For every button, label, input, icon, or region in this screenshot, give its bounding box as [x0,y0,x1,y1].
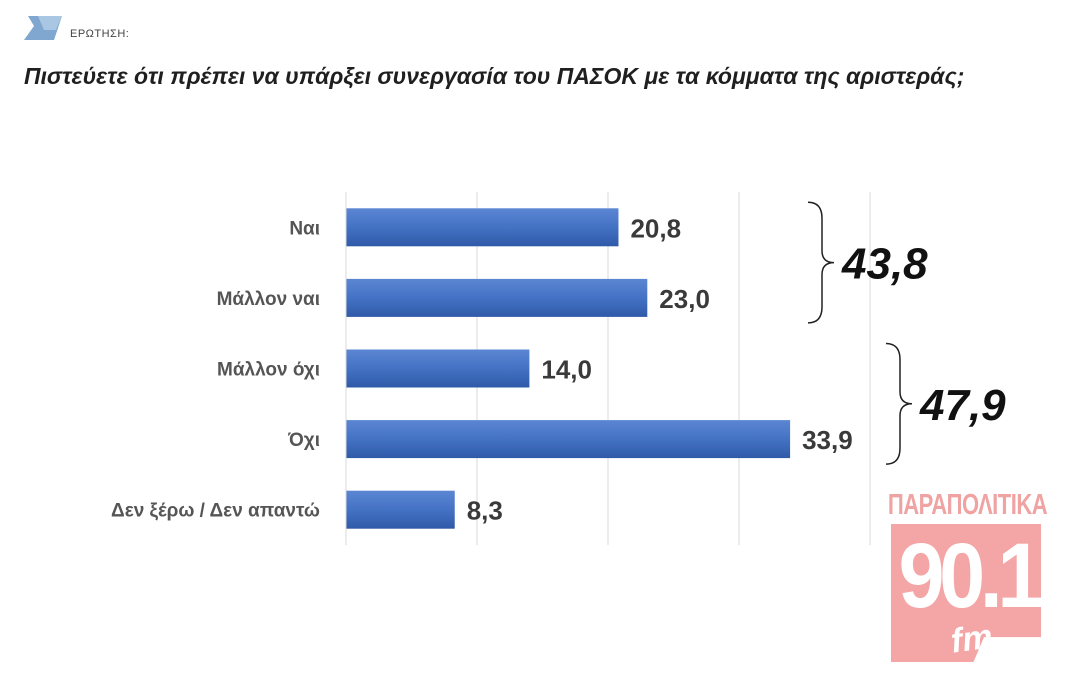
category-label: Ναι [289,218,320,239]
value-label: 20,8 [630,213,681,243]
value-label: 8,3 [467,496,503,526]
category-label: Μάλλον ναι [217,289,320,310]
group-total-label: 43,8 [841,240,928,289]
group-brace [807,201,835,324]
logo-number: 90.1 [898,525,1042,627]
bar [346,208,619,247]
value-label: 33,9 [802,425,853,455]
logo-top-text: ΠΑΡΑΠΟΛΙΤΙΚΑ [887,488,1048,521]
header-flag-icon [24,16,62,40]
value-label: 14,0 [541,355,592,385]
group-total-label: 47,9 [919,381,1006,430]
category-label: Όχι [287,430,320,451]
category-label: Μάλλον όχι [217,360,320,381]
value-label: 23,0 [659,284,710,314]
logo-fm: fm [948,617,995,661]
question-label: ΕΡΩΤΗΣΗ: [70,28,130,40]
category-label: Δεν ξέρω / Δεν απαντώ [111,501,320,522]
bar [346,490,455,529]
bar [346,420,791,459]
bar [346,349,530,388]
radio-logo: ΠΑΡΑΠΟΛΙΤΙΚΑ 90.1 fm [885,488,1050,666]
logo-badge: 90.1 fm [891,524,1041,662]
bar [346,278,648,317]
group-brace [885,342,913,465]
question-title: Πιστεύετε ότι πρέπει να υπάρξει συνεργασ… [24,63,965,89]
